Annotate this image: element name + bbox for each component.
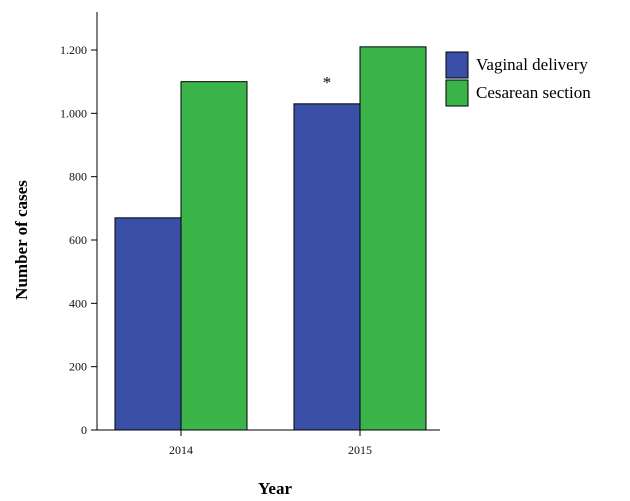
legend-swatch-vaginal-delivery bbox=[445, 51, 469, 79]
bar-vaginal-delivery-2015 bbox=[293, 103, 361, 431]
bar-vaginal-delivery-2014 bbox=[114, 217, 182, 431]
y-tick-label: 1.000 bbox=[60, 106, 87, 120]
y-axis-ticks: 0 200 400 600 800 1.000 1.200 bbox=[60, 43, 97, 437]
y-tick-label: 600 bbox=[69, 233, 87, 247]
legend-swatch-cesarean-section bbox=[445, 79, 469, 107]
y-tick-label: 200 bbox=[69, 360, 87, 374]
bar-cesarean-section-2015 bbox=[359, 46, 427, 431]
y-tick-label: 400 bbox=[69, 296, 87, 310]
bar-cesarean-section-2014 bbox=[180, 81, 248, 431]
x-axis-title: Year bbox=[258, 479, 292, 498]
legend: Vaginal delivery Cesarean section bbox=[445, 51, 591, 107]
y-tick-label: 0 bbox=[81, 423, 87, 437]
annotations: * bbox=[323, 73, 332, 92]
legend-label-cesarean-section: Cesarean section bbox=[476, 83, 591, 102]
y-axis-title: Number of cases bbox=[12, 180, 31, 300]
x-tick-label: 2014 bbox=[169, 443, 193, 457]
bars bbox=[114, 46, 427, 431]
y-tick-label: 1.200 bbox=[60, 43, 87, 57]
x-axis-ticks: 2014 2015 bbox=[169, 430, 372, 457]
y-tick-label: 800 bbox=[69, 170, 87, 184]
significance-marker: * bbox=[323, 73, 332, 92]
legend-label-vaginal-delivery: Vaginal delivery bbox=[476, 55, 588, 74]
x-tick-label: 2015 bbox=[348, 443, 372, 457]
